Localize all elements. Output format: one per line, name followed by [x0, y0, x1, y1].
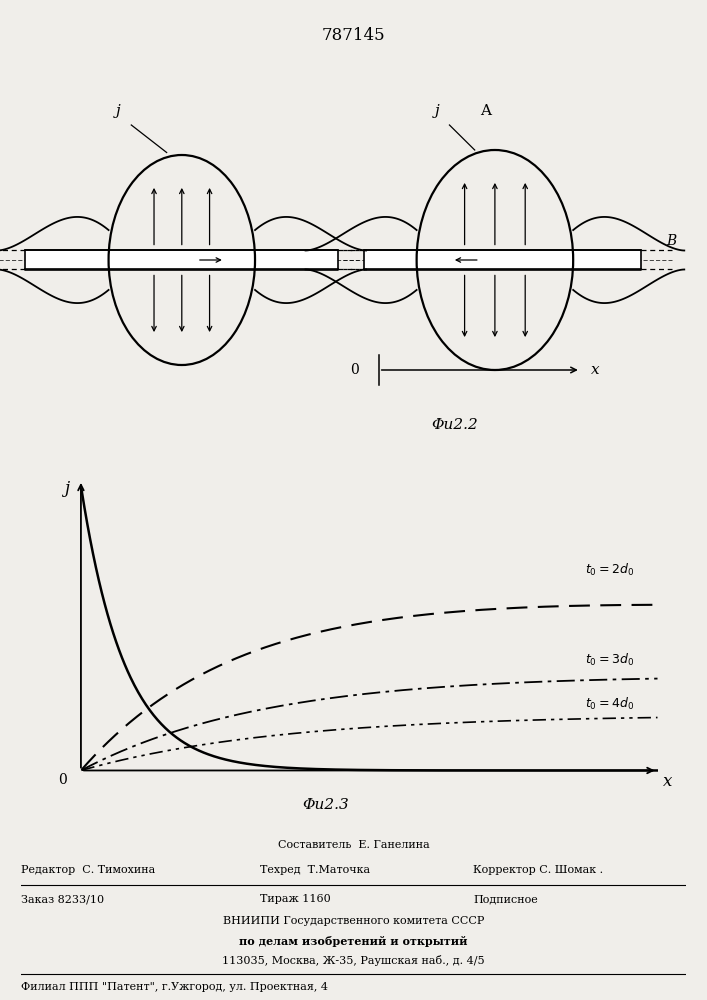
- Text: $t_0=4d_0$: $t_0=4d_0$: [585, 696, 634, 712]
- Text: A: A: [480, 104, 491, 118]
- Text: 0: 0: [350, 363, 358, 377]
- Text: Подписное: Подписное: [473, 894, 538, 904]
- Text: Корректор С. Шомак .: Корректор С. Шомак .: [473, 865, 603, 875]
- Text: j: j: [116, 104, 121, 118]
- Text: j: j: [64, 480, 69, 497]
- Text: $t_0=2d_0$: $t_0=2d_0$: [585, 562, 634, 578]
- Text: 0: 0: [58, 773, 66, 787]
- Text: x: x: [591, 363, 600, 377]
- Text: 787145: 787145: [322, 26, 385, 43]
- Text: Тираж 1160: Тираж 1160: [260, 894, 331, 904]
- Text: Филиал ППП "Патент", г.Ужгород, ул. Проектная, 4: Филиал ППП "Патент", г.Ужгород, ул. Прое…: [21, 982, 328, 992]
- Text: x: x: [663, 773, 672, 790]
- Text: ВНИИПИ Государственного комитета СССР: ВНИИПИ Государственного комитета СССР: [223, 916, 484, 926]
- Text: 113035, Москва, Ж-35, Раушская наб., д. 4/5: 113035, Москва, Ж-35, Раушская наб., д. …: [222, 955, 485, 966]
- Text: Техред  Т.Маточка: Техред Т.Маточка: [260, 865, 370, 875]
- Text: Φu2.2: Φu2.2: [431, 418, 478, 432]
- Text: по делам изобретений и открытий: по делам изобретений и открытий: [239, 936, 468, 947]
- Text: Составитель  Е. Ганелина: Составитель Е. Ганелина: [278, 840, 429, 850]
- Text: Φu2.3: Φu2.3: [302, 798, 349, 812]
- Text: Заказ 8233/10: Заказ 8233/10: [21, 894, 105, 904]
- Text: Редактор  С. Тимохина: Редактор С. Тимохина: [21, 865, 156, 875]
- Text: j: j: [434, 104, 439, 118]
- Text: B: B: [667, 234, 677, 248]
- Text: $t_0=3d_0$: $t_0=3d_0$: [585, 652, 634, 668]
